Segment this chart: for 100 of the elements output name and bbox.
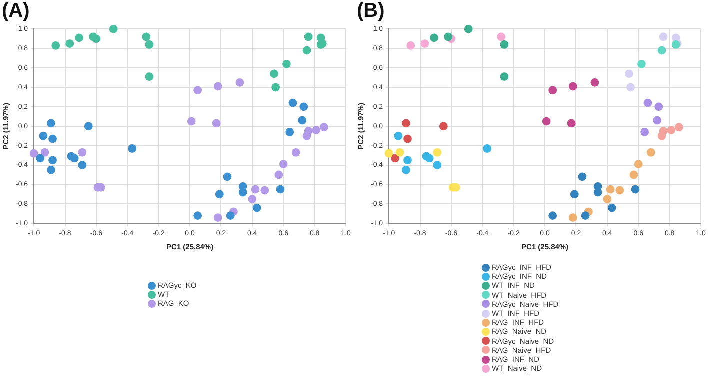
point	[542, 117, 551, 126]
point	[590, 78, 600, 87]
point	[223, 172, 232, 182]
point	[302, 46, 312, 55]
chart-title: (A)	[2, 0, 30, 23]
point	[568, 214, 578, 222]
point	[631, 185, 640, 194]
point	[404, 134, 412, 144]
point	[36, 154, 44, 163]
point	[194, 212, 202, 220]
point	[47, 166, 56, 174]
point	[52, 42, 60, 50]
point	[40, 148, 50, 157]
point	[304, 32, 313, 42]
point	[578, 172, 587, 182]
point	[391, 154, 400, 163]
point	[548, 212, 558, 220]
point	[84, 122, 93, 131]
point	[646, 148, 656, 157]
point	[320, 123, 328, 132]
point	[109, 25, 118, 34]
point	[581, 212, 590, 220]
point	[638, 60, 646, 68]
point	[236, 78, 244, 87]
point	[402, 166, 410, 174]
point	[659, 127, 668, 136]
point	[567, 119, 576, 128]
point	[626, 83, 636, 92]
point	[48, 156, 57, 165]
point	[483, 144, 492, 153]
point	[394, 132, 403, 140]
point	[312, 126, 321, 134]
point	[145, 40, 154, 49]
point	[70, 154, 79, 163]
point	[304, 127, 313, 136]
point	[48, 134, 57, 144]
point	[606, 185, 615, 194]
point	[78, 148, 87, 157]
point	[270, 70, 278, 78]
point	[674, 123, 684, 132]
point	[252, 204, 262, 212]
point	[39, 132, 48, 140]
point	[212, 119, 221, 128]
point	[298, 116, 307, 125]
point	[260, 186, 270, 195]
point	[653, 116, 662, 125]
point	[279, 160, 288, 169]
point	[288, 98, 298, 108]
point	[78, 161, 87, 170]
point	[30, 149, 38, 158]
point	[47, 119, 56, 128]
point	[644, 98, 652, 108]
point	[276, 185, 285, 194]
point	[439, 122, 448, 131]
point	[251, 185, 260, 194]
point	[603, 195, 612, 204]
point	[145, 72, 154, 82]
point	[300, 102, 308, 112]
point	[66, 40, 74, 48]
point	[548, 86, 558, 95]
point	[497, 32, 506, 42]
point	[608, 204, 616, 212]
point	[194, 86, 202, 95]
point	[215, 190, 224, 199]
point	[630, 170, 638, 180]
point	[214, 214, 222, 222]
point	[92, 34, 101, 44]
point	[616, 186, 624, 195]
point	[274, 170, 284, 180]
point	[384, 149, 394, 158]
point	[396, 148, 404, 157]
point	[404, 156, 412, 165]
point	[444, 32, 453, 42]
point	[430, 34, 438, 42]
point	[634, 160, 643, 169]
point	[282, 60, 291, 68]
point	[406, 42, 416, 50]
point	[654, 102, 664, 112]
point	[226, 212, 235, 220]
point	[500, 72, 509, 82]
point	[286, 128, 294, 136]
point	[500, 40, 509, 49]
point	[658, 46, 666, 55]
point	[187, 117, 196, 126]
point	[640, 128, 650, 136]
point	[667, 126, 676, 134]
point	[75, 34, 84, 42]
point	[142, 32, 151, 42]
point	[464, 25, 473, 34]
point	[248, 195, 257, 204]
point	[292, 148, 300, 157]
point	[420, 40, 430, 48]
point	[425, 154, 434, 163]
point	[433, 161, 442, 170]
point	[659, 32, 668, 42]
point	[570, 190, 579, 199]
point	[128, 144, 137, 153]
point	[402, 119, 410, 128]
point	[625, 70, 634, 78]
point	[568, 82, 578, 91]
